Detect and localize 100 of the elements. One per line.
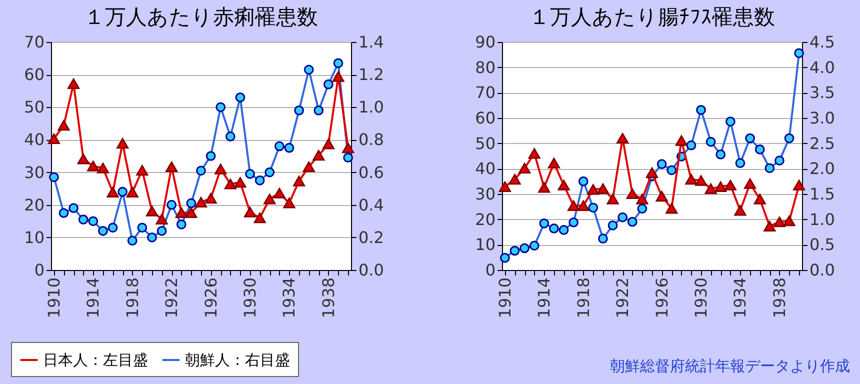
point	[656, 190, 668, 202]
point	[587, 184, 600, 195]
point	[175, 207, 188, 218]
y2-tick-label: 0.2	[358, 228, 384, 247]
x-tick-label: 1930	[240, 278, 260, 318]
x-tick-label: 1934	[730, 278, 750, 318]
point	[273, 188, 286, 198]
chart-title: １万人あたり腸ﾁﾌｽ罹患数	[529, 5, 775, 29]
point	[558, 180, 570, 190]
point	[675, 135, 688, 146]
point	[293, 176, 306, 186]
y-tick-label: 60	[24, 65, 44, 84]
point	[568, 200, 580, 211]
point	[224, 178, 236, 190]
point	[714, 181, 727, 192]
point	[96, 162, 109, 174]
y2-tick-label: 1.5	[810, 184, 835, 204]
y-tick-label: 20	[24, 195, 44, 214]
point	[48, 133, 60, 144]
point	[146, 206, 158, 216]
y-tick-label: 30	[475, 184, 496, 204]
y2-tick-label: 3.5	[810, 83, 835, 102]
point	[156, 214, 168, 224]
point	[636, 194, 648, 204]
x-tick-label: 1910	[495, 278, 514, 318]
point	[685, 174, 698, 185]
point	[704, 183, 717, 194]
point	[606, 194, 619, 204]
point	[283, 198, 296, 208]
point	[793, 180, 806, 190]
y2-tick-label: 2.5	[810, 134, 835, 153]
y2-tick-label: 1.2	[358, 65, 384, 84]
point	[68, 78, 80, 89]
x-tick-label: 1918	[574, 278, 593, 318]
y2-tick-label: 4.5	[810, 32, 835, 52]
point	[695, 175, 708, 186]
point	[646, 167, 658, 178]
point	[302, 161, 315, 172]
y-tick-label: 50	[24, 98, 44, 117]
point	[185, 207, 198, 218]
point	[764, 220, 776, 232]
y2-tick-label: 0.0	[810, 260, 835, 280]
y-tick-label: 40	[24, 130, 44, 150]
y-tick-label: 50	[475, 134, 496, 153]
x-tick-label: 1930	[692, 278, 711, 318]
point	[783, 216, 796, 226]
x-tick-label: 1938	[318, 278, 338, 318]
point	[548, 158, 560, 168]
point	[234, 177, 246, 188]
x-tick-label: 1934	[280, 278, 299, 318]
chart-title: １万人あたり赤痢罹患数	[84, 5, 318, 29]
point	[518, 162, 531, 174]
y-tick-label: 70	[475, 83, 496, 102]
point	[577, 200, 590, 211]
text: 朝鮮総督府統計年報データより作成	[610, 357, 850, 375]
point	[538, 182, 550, 193]
y2-tick-label: 0.6	[358, 162, 384, 182]
x-tick-label: 1938	[770, 278, 789, 318]
point	[616, 132, 629, 144]
point	[58, 120, 70, 131]
x-tick-label: 1910	[44, 278, 64, 318]
y-tick-label: 20	[475, 210, 496, 229]
point	[195, 196, 207, 208]
point	[332, 71, 344, 82]
point	[626, 188, 638, 200]
legend-label: 朝鮮人：右目盛	[185, 351, 290, 369]
y-tick-label: 60	[475, 108, 496, 128]
x-tick-label: 1922	[162, 278, 182, 318]
point	[342, 142, 354, 154]
point	[166, 161, 178, 172]
point	[204, 193, 217, 204]
y2-tick-label: 1.0	[358, 98, 384, 117]
point	[312, 150, 325, 161]
y2-tick-label: 0.8	[358, 130, 384, 150]
y2-tick-label: 0.5	[810, 235, 835, 254]
point	[734, 205, 746, 216]
y2-tick-label: 0.0	[358, 260, 384, 280]
y-tick-label: 90	[475, 32, 496, 52]
point	[136, 165, 148, 176]
y2-tick-label: 2.0	[810, 159, 835, 178]
point	[254, 212, 266, 224]
y-tick-label: 10	[475, 235, 496, 254]
point	[773, 216, 786, 228]
point	[214, 164, 227, 174]
point	[87, 160, 100, 172]
y2-tick-label: 4.0	[810, 58, 835, 77]
y2-tick-label: 1.4	[358, 32, 384, 52]
y-tick-label: 70	[24, 32, 44, 52]
x-tick-label: 1926	[201, 278, 220, 318]
point	[322, 138, 334, 150]
point	[596, 183, 609, 194]
point	[724, 180, 736, 190]
point	[508, 174, 521, 185]
point	[106, 186, 119, 198]
point	[126, 186, 138, 198]
y-tick-label: 0	[485, 260, 496, 280]
y-tick-label: 40	[475, 159, 496, 178]
x-tick-label: 1926	[652, 278, 672, 318]
x-tick-label: 1914	[534, 278, 554, 318]
x-tick-label: 1922	[613, 278, 632, 318]
